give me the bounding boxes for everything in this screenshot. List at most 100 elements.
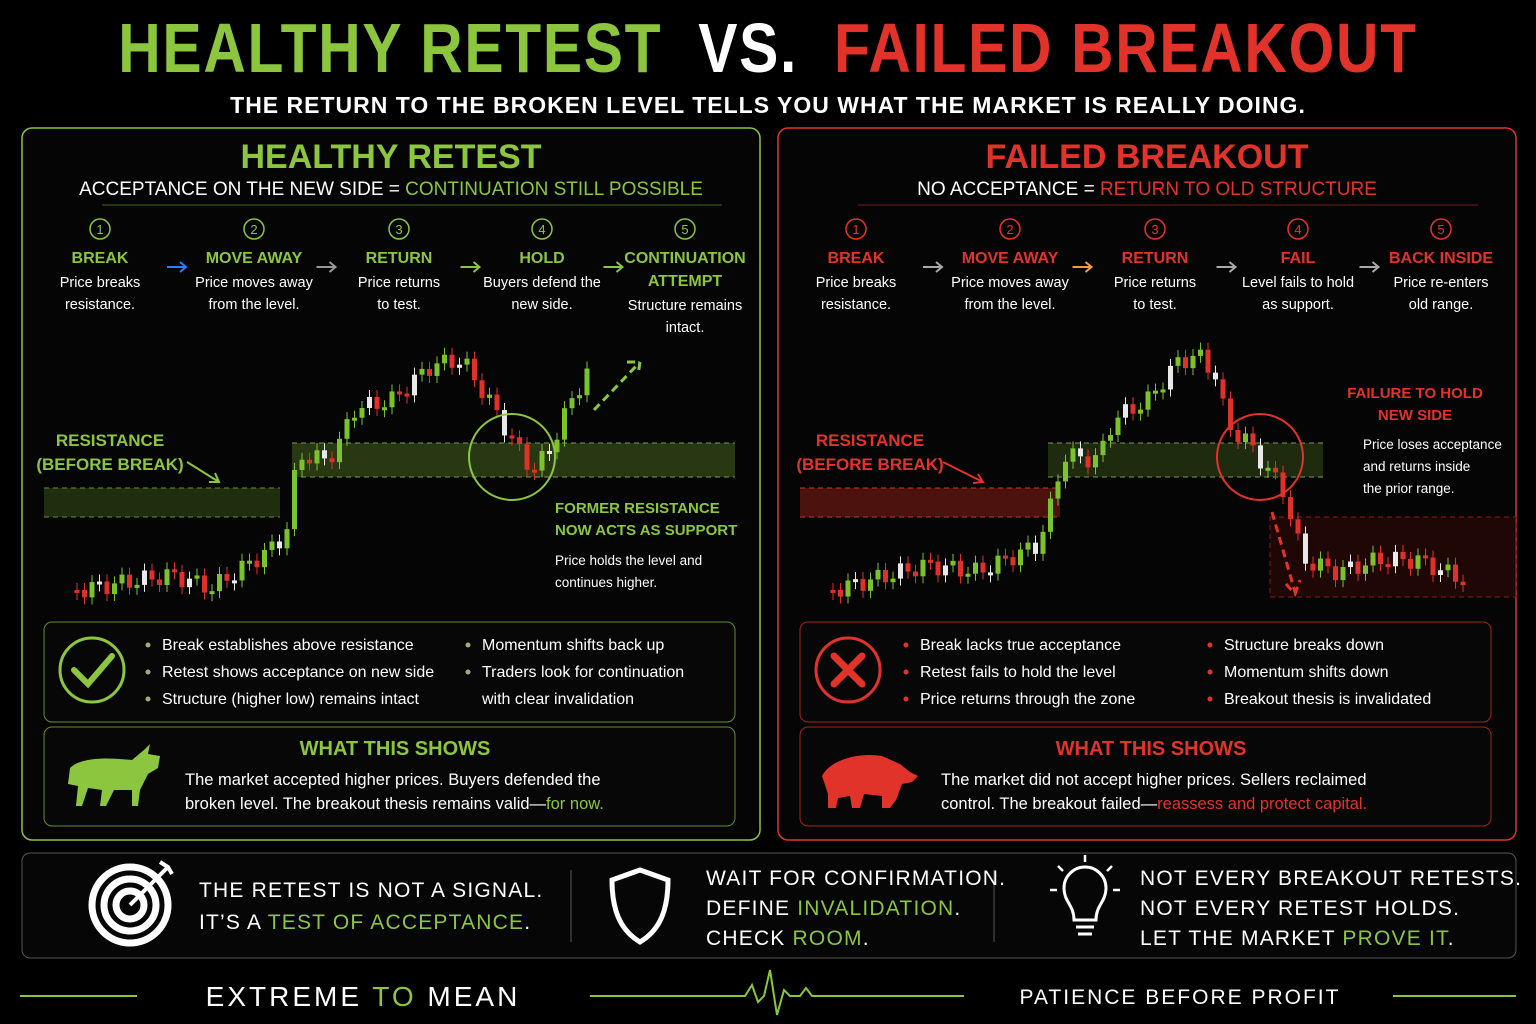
what-text-accent: reassess and protect capital. (1157, 795, 1367, 813)
candle-body (457, 364, 462, 368)
tip-text-part: LET THE MARKET (1140, 927, 1342, 950)
what-box (799, 726, 1492, 827)
candle-body (958, 560, 963, 577)
step-circle (1287, 218, 1309, 240)
bullet-dot (145, 669, 151, 675)
check-mark (71, 653, 115, 689)
bullet-dot (465, 642, 471, 648)
candle-body (434, 363, 440, 376)
candle-body (1363, 565, 1368, 574)
step-text: Price returns (1114, 275, 1196, 291)
panel-subtitle: ACCEPTANCE ON THE NEW SIDE = CONTINUATIO… (79, 179, 703, 200)
candle-body (344, 419, 350, 439)
tip-text: DEFINE INVALIDATION. (706, 897, 961, 920)
candle-body (943, 565, 948, 576)
candle-body (1310, 563, 1316, 571)
candle-body (1018, 549, 1023, 566)
resistance-arrow (186, 461, 221, 483)
bullet-dot (903, 696, 909, 702)
brand: EXTREME TO MEAN (206, 981, 521, 1012)
candle-body (337, 438, 342, 463)
candle-body (890, 578, 896, 583)
step-arrow (1359, 261, 1381, 273)
tip-text-part: NOT EVERY BREAKOUT RETESTS. (1140, 867, 1522, 890)
candle-body (577, 395, 582, 399)
candle-body (539, 451, 545, 471)
bullet-text: Momentum shifts down (1224, 664, 1389, 681)
candle-body (905, 563, 911, 572)
candle-body (449, 354, 455, 368)
resistance-label: (BEFORE BREAK) (796, 455, 943, 474)
title-space (798, 8, 834, 87)
tip-text: IT’S A TEST OF ACCEPTANCE. (199, 911, 531, 934)
step-circle (674, 218, 696, 240)
note-text: Price holds the level and (555, 553, 702, 568)
candle-body (1160, 389, 1166, 393)
candle-body (382, 407, 387, 411)
candle-body (202, 575, 207, 593)
step-number: 1 (96, 222, 103, 237)
candle-body (442, 354, 447, 364)
candle-body (112, 583, 117, 594)
candle-body (194, 575, 200, 579)
panel-title: FAILED BREAKOUT (986, 138, 1309, 176)
step-text: Price moves away (951, 275, 1069, 291)
candle-body (1295, 519, 1301, 534)
tip-text-accent: TEST OF ACCEPTANCE (268, 911, 525, 934)
bulb-icon (1062, 865, 1108, 936)
bullet-text: Structure (higher low) remains intact (162, 691, 420, 708)
tip-text-part: IT’S A (199, 911, 268, 934)
bullet-dot (1207, 669, 1213, 675)
panel-title: HEALTHY RETEST (241, 138, 542, 176)
note-text: continues higher. (555, 575, 657, 590)
candle-body (142, 570, 147, 585)
step-title: BACK INSIDE (1389, 250, 1493, 267)
step-text: resistance. (821, 297, 891, 313)
what-title: WHAT THIS SHOWS (300, 738, 491, 760)
panel-subtitle-part: NO ACCEPTANCE = (917, 179, 1100, 200)
candle-body (82, 590, 87, 598)
candle-body (149, 570, 155, 580)
candle-body (1340, 567, 1346, 581)
step-title: HOLD (519, 250, 564, 267)
bullet-text: Price returns through the zone (920, 691, 1135, 708)
candle-body (1205, 349, 1211, 373)
note-text: Price loses acceptance (1363, 437, 1502, 452)
candle-body (1318, 558, 1323, 571)
candle-body (1288, 497, 1293, 520)
candle-body (307, 459, 312, 464)
candle-body (1033, 542, 1038, 554)
tips-box (21, 852, 1517, 959)
candle-body (397, 391, 402, 395)
tip-text-part: . (524, 911, 531, 934)
candle-body (562, 408, 567, 440)
candle-body (1003, 555, 1008, 559)
candle-body (427, 368, 432, 376)
bullet-text: Breakout thesis is invalidated (1224, 691, 1431, 708)
candle-body (913, 571, 918, 577)
step-number: 3 (1151, 222, 1158, 237)
candle-body (838, 590, 843, 597)
candle-body (157, 579, 162, 585)
candle-body (554, 439, 560, 453)
what-text-accent: for now. (546, 795, 604, 813)
bullet-text: Retest shows acceptance on new side (162, 664, 434, 681)
step-number: 5 (1437, 222, 1444, 237)
brand-part: MEAN (417, 981, 521, 1012)
bulb-rays (1050, 855, 1120, 892)
candle-body (853, 579, 858, 583)
candle-body (1250, 433, 1256, 446)
candle-body (1138, 409, 1143, 414)
panel-subtitle-accent: RETURN TO OLD STRUCTURE (1100, 179, 1377, 200)
bullet-text: Break establishes above resistance (162, 637, 414, 654)
bullet-text: Break lacks true acceptance (920, 637, 1121, 654)
candle-body (509, 435, 515, 439)
resistance-arrow (942, 461, 985, 484)
step-arrow (1216, 261, 1238, 273)
note-title: NEW SIDE (1378, 407, 1452, 424)
old-zone (44, 488, 280, 517)
what-text: The market accepted higher prices. Buyer… (185, 771, 601, 789)
candle-body (464, 358, 470, 365)
bullet-text: Structure breaks down (1224, 637, 1384, 654)
step-text: from the level. (964, 297, 1055, 313)
